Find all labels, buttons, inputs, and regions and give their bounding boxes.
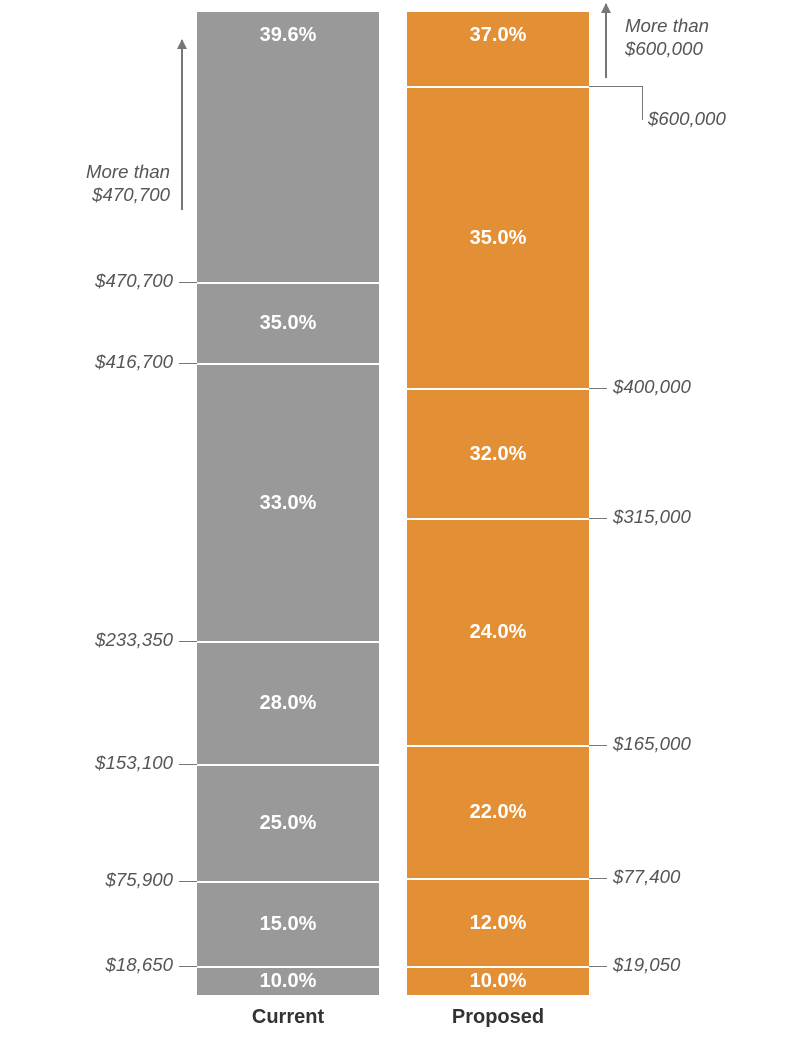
segment-current-1: 35.0% (197, 282, 379, 363)
segment-label: 12.0% (470, 912, 527, 935)
overflow-arrow-current (181, 40, 183, 210)
segment-proposed-4: 22.0% (407, 745, 589, 878)
tick (589, 745, 607, 746)
tick (179, 641, 197, 642)
overflow-label-line2: $470,700 (86, 183, 170, 206)
threshold-label: $19,050 (613, 954, 680, 976)
chart-stage: 39.6% 35.0% 33.0% 28.0% 25.0% 15.0% 10.0% Curre… (0, 0, 800, 1040)
threshold-label: $153,100 (95, 752, 173, 774)
overflow-label-current: More than$470,700 (86, 160, 170, 207)
segment-proposed-6: 10.0% (407, 966, 589, 995)
tick (179, 282, 197, 283)
bracket-h (607, 86, 642, 87)
segment-label: 37.0% (470, 24, 527, 47)
bracket-v2 (642, 86, 643, 120)
tick (589, 518, 607, 519)
segment-label: 10.0% (260, 970, 317, 993)
segment-current-5: 15.0% (197, 881, 379, 967)
segment-label: 33.0% (260, 492, 317, 515)
tick (179, 966, 197, 967)
threshold-label: $75,900 (106, 869, 173, 891)
column-title-current: Current (197, 1006, 379, 1029)
segment-label: 32.0% (470, 443, 527, 466)
threshold-label: $165,000 (613, 733, 691, 755)
tick (589, 878, 607, 879)
threshold-label: $315,000 (613, 506, 691, 528)
threshold-label: $18,650 (106, 954, 173, 976)
segment-proposed-1: 35.0% (407, 86, 589, 389)
threshold-label: $416,700 (95, 351, 173, 373)
threshold-label: $400,000 (613, 376, 691, 398)
tick (179, 363, 197, 364)
tick (589, 388, 607, 389)
segment-label: 24.0% (470, 621, 527, 644)
segment-label: 39.6% (260, 24, 317, 47)
overflow-label-line1: More than (86, 160, 170, 183)
segment-label: 22.0% (470, 801, 527, 824)
overflow-label-line2: $600,000 (625, 37, 709, 60)
segment-label: 35.0% (470, 227, 527, 250)
segment-current-0: 39.6% (197, 12, 379, 282)
tick (589, 966, 607, 967)
segment-current-4: 25.0% (197, 764, 379, 881)
segment-proposed-2: 32.0% (407, 388, 589, 518)
segment-proposed-3: 24.0% (407, 518, 589, 745)
overflow-label-proposed: More than$600,000 (625, 14, 709, 61)
segment-label: 15.0% (260, 913, 317, 936)
threshold-label: $470,700 (95, 270, 173, 292)
column-proposed: 37.0% 35.0% 32.0% 24.0% 22.0% 12.0% 10.0% (407, 12, 589, 995)
overflow-arrow-proposed (605, 4, 607, 78)
segment-label: 25.0% (260, 812, 317, 835)
column-current: 39.6% 35.0% 33.0% 28.0% 25.0% 15.0% 10.0% (197, 12, 379, 995)
column-title-proposed: Proposed (407, 1006, 589, 1029)
overflow-label-line1: More than (625, 14, 709, 37)
tick (179, 881, 197, 882)
segment-proposed-5: 12.0% (407, 878, 589, 966)
threshold-label: $77,400 (613, 866, 680, 888)
segment-current-6: 10.0% (197, 966, 379, 995)
threshold-label: $600,000 (648, 108, 726, 130)
bracket-stub (589, 86, 607, 87)
segment-label: 28.0% (260, 692, 317, 715)
segment-label: 35.0% (260, 312, 317, 335)
tick (179, 764, 197, 765)
segment-label: 10.0% (470, 970, 527, 993)
segment-proposed-0: 37.0% (407, 12, 589, 86)
segment-current-2: 33.0% (197, 363, 379, 641)
segment-current-3: 28.0% (197, 641, 379, 764)
threshold-label: $233,350 (95, 629, 173, 651)
